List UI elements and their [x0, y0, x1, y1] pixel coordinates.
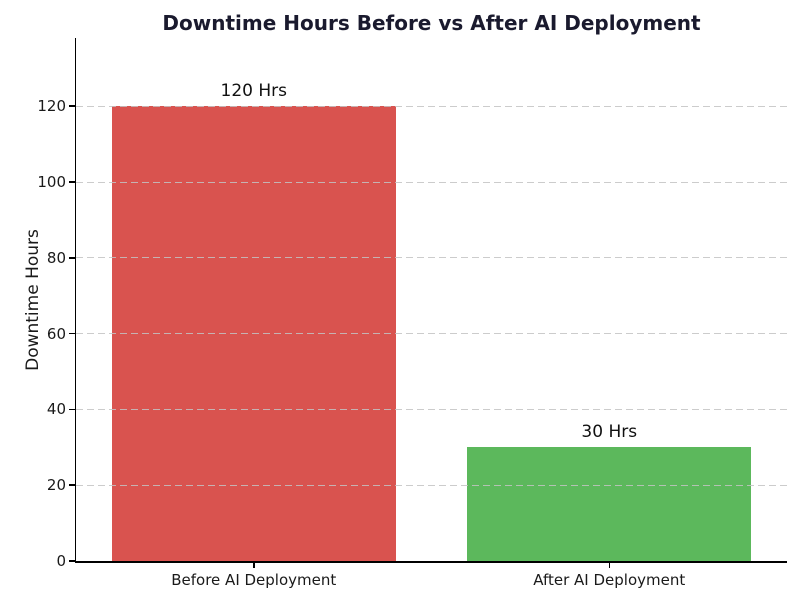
chart-title: Downtime Hours Before vs After AI Deploy…	[162, 11, 701, 35]
y-tick-mark-100	[69, 181, 76, 183]
y-tick-label-80: 80	[46, 248, 66, 267]
gridline-y-80	[76, 257, 787, 259]
gridline-y-100	[76, 181, 787, 183]
y-tick-mark-120	[69, 105, 76, 107]
y-tick-label-100: 100	[37, 173, 66, 191]
y-tick-label-0: 0	[56, 552, 66, 570]
bar-value-label-after-ai-deployment: 30 Hrs	[581, 422, 638, 443]
gridline-y-60	[76, 333, 787, 335]
y-tick-label-120: 120	[37, 97, 66, 116]
y-tick-mark-60	[69, 332, 76, 335]
x-tick-label-after-ai-deployment: After AI Deployment	[533, 571, 686, 589]
y-tick-mark-0	[69, 560, 76, 562]
y-tick-mark-80	[69, 257, 76, 259]
y-tick-label-60: 60	[46, 324, 66, 343]
y-tick-mark-20	[69, 484, 76, 486]
y-axis-spine	[74, 38, 76, 563]
x-tick-mark-before-ai-deployment	[253, 562, 255, 568]
x-tick-label-before-ai-deployment: Before AI Deployment	[171, 571, 337, 589]
y-tick-label-20: 20	[46, 476, 66, 495]
x-axis-spine	[74, 561, 787, 563]
x-tick-mark-after-ai-deployment	[608, 562, 610, 568]
bar-after-ai-deployment	[467, 447, 752, 561]
bar-value-label-before-ai-deployment: 120 Hrs	[220, 81, 287, 102]
gridline-y-120	[76, 105, 787, 107]
y-tick-label-40: 40	[46, 400, 66, 419]
gridline-y-40	[76, 408, 787, 410]
gridline-y-20	[76, 484, 787, 486]
y-tick-mark-40	[69, 408, 76, 411]
